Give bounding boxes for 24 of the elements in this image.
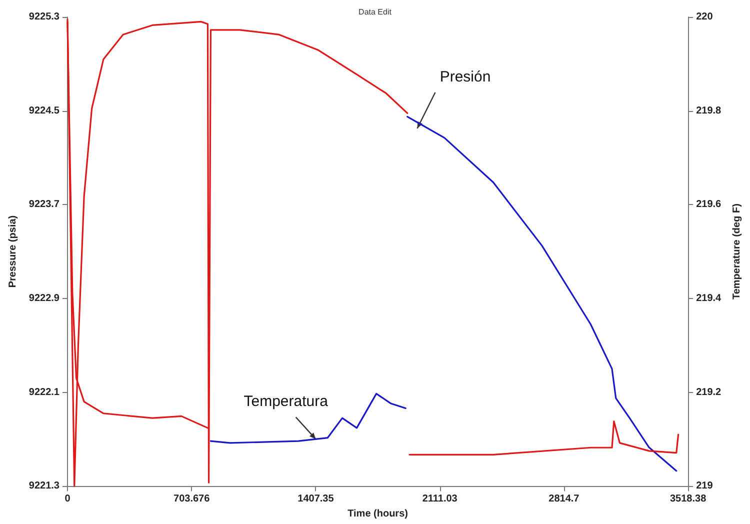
- x-tick-label: 2111.03: [422, 494, 458, 505]
- x-tick-label: 2814.7: [548, 494, 580, 505]
- y-tick-label: 9222.9: [28, 292, 60, 304]
- annotation: Presión: [440, 68, 491, 86]
- chart-title: Data Edit: [358, 8, 392, 16]
- x-tick-label: 3518.38: [670, 494, 707, 505]
- y-tick-label: 9225.3: [28, 12, 60, 22]
- y-tick-label: 9222.1: [28, 386, 60, 398]
- y2-tick-label: 220: [696, 12, 714, 22]
- x-tick-label: 0: [64, 494, 71, 505]
- y-tick-label: 9224.5: [28, 105, 60, 116]
- x-axis-title: Time (hours): [348, 508, 408, 520]
- x-tick-label: 703.676: [174, 494, 210, 505]
- y2-tick-label: 219.2: [696, 386, 722, 398]
- y-tick-label: 9221.3: [28, 480, 60, 492]
- y2-tick-label: 219: [696, 480, 714, 492]
- y2-axis-title: Temperature (deg F): [732, 204, 742, 300]
- y-axis-title: Pressure (psia): [8, 215, 18, 288]
- y2-tick-label: 219.8: [696, 105, 722, 116]
- annotation: Temperatura: [244, 393, 329, 410]
- y2-tick-label: 219.4: [696, 292, 722, 304]
- y-tick-label: 9223.7: [28, 199, 60, 210]
- x-tick-label: 1407.35: [298, 494, 334, 505]
- y2-tick-label: 219.6: [696, 199, 722, 210]
